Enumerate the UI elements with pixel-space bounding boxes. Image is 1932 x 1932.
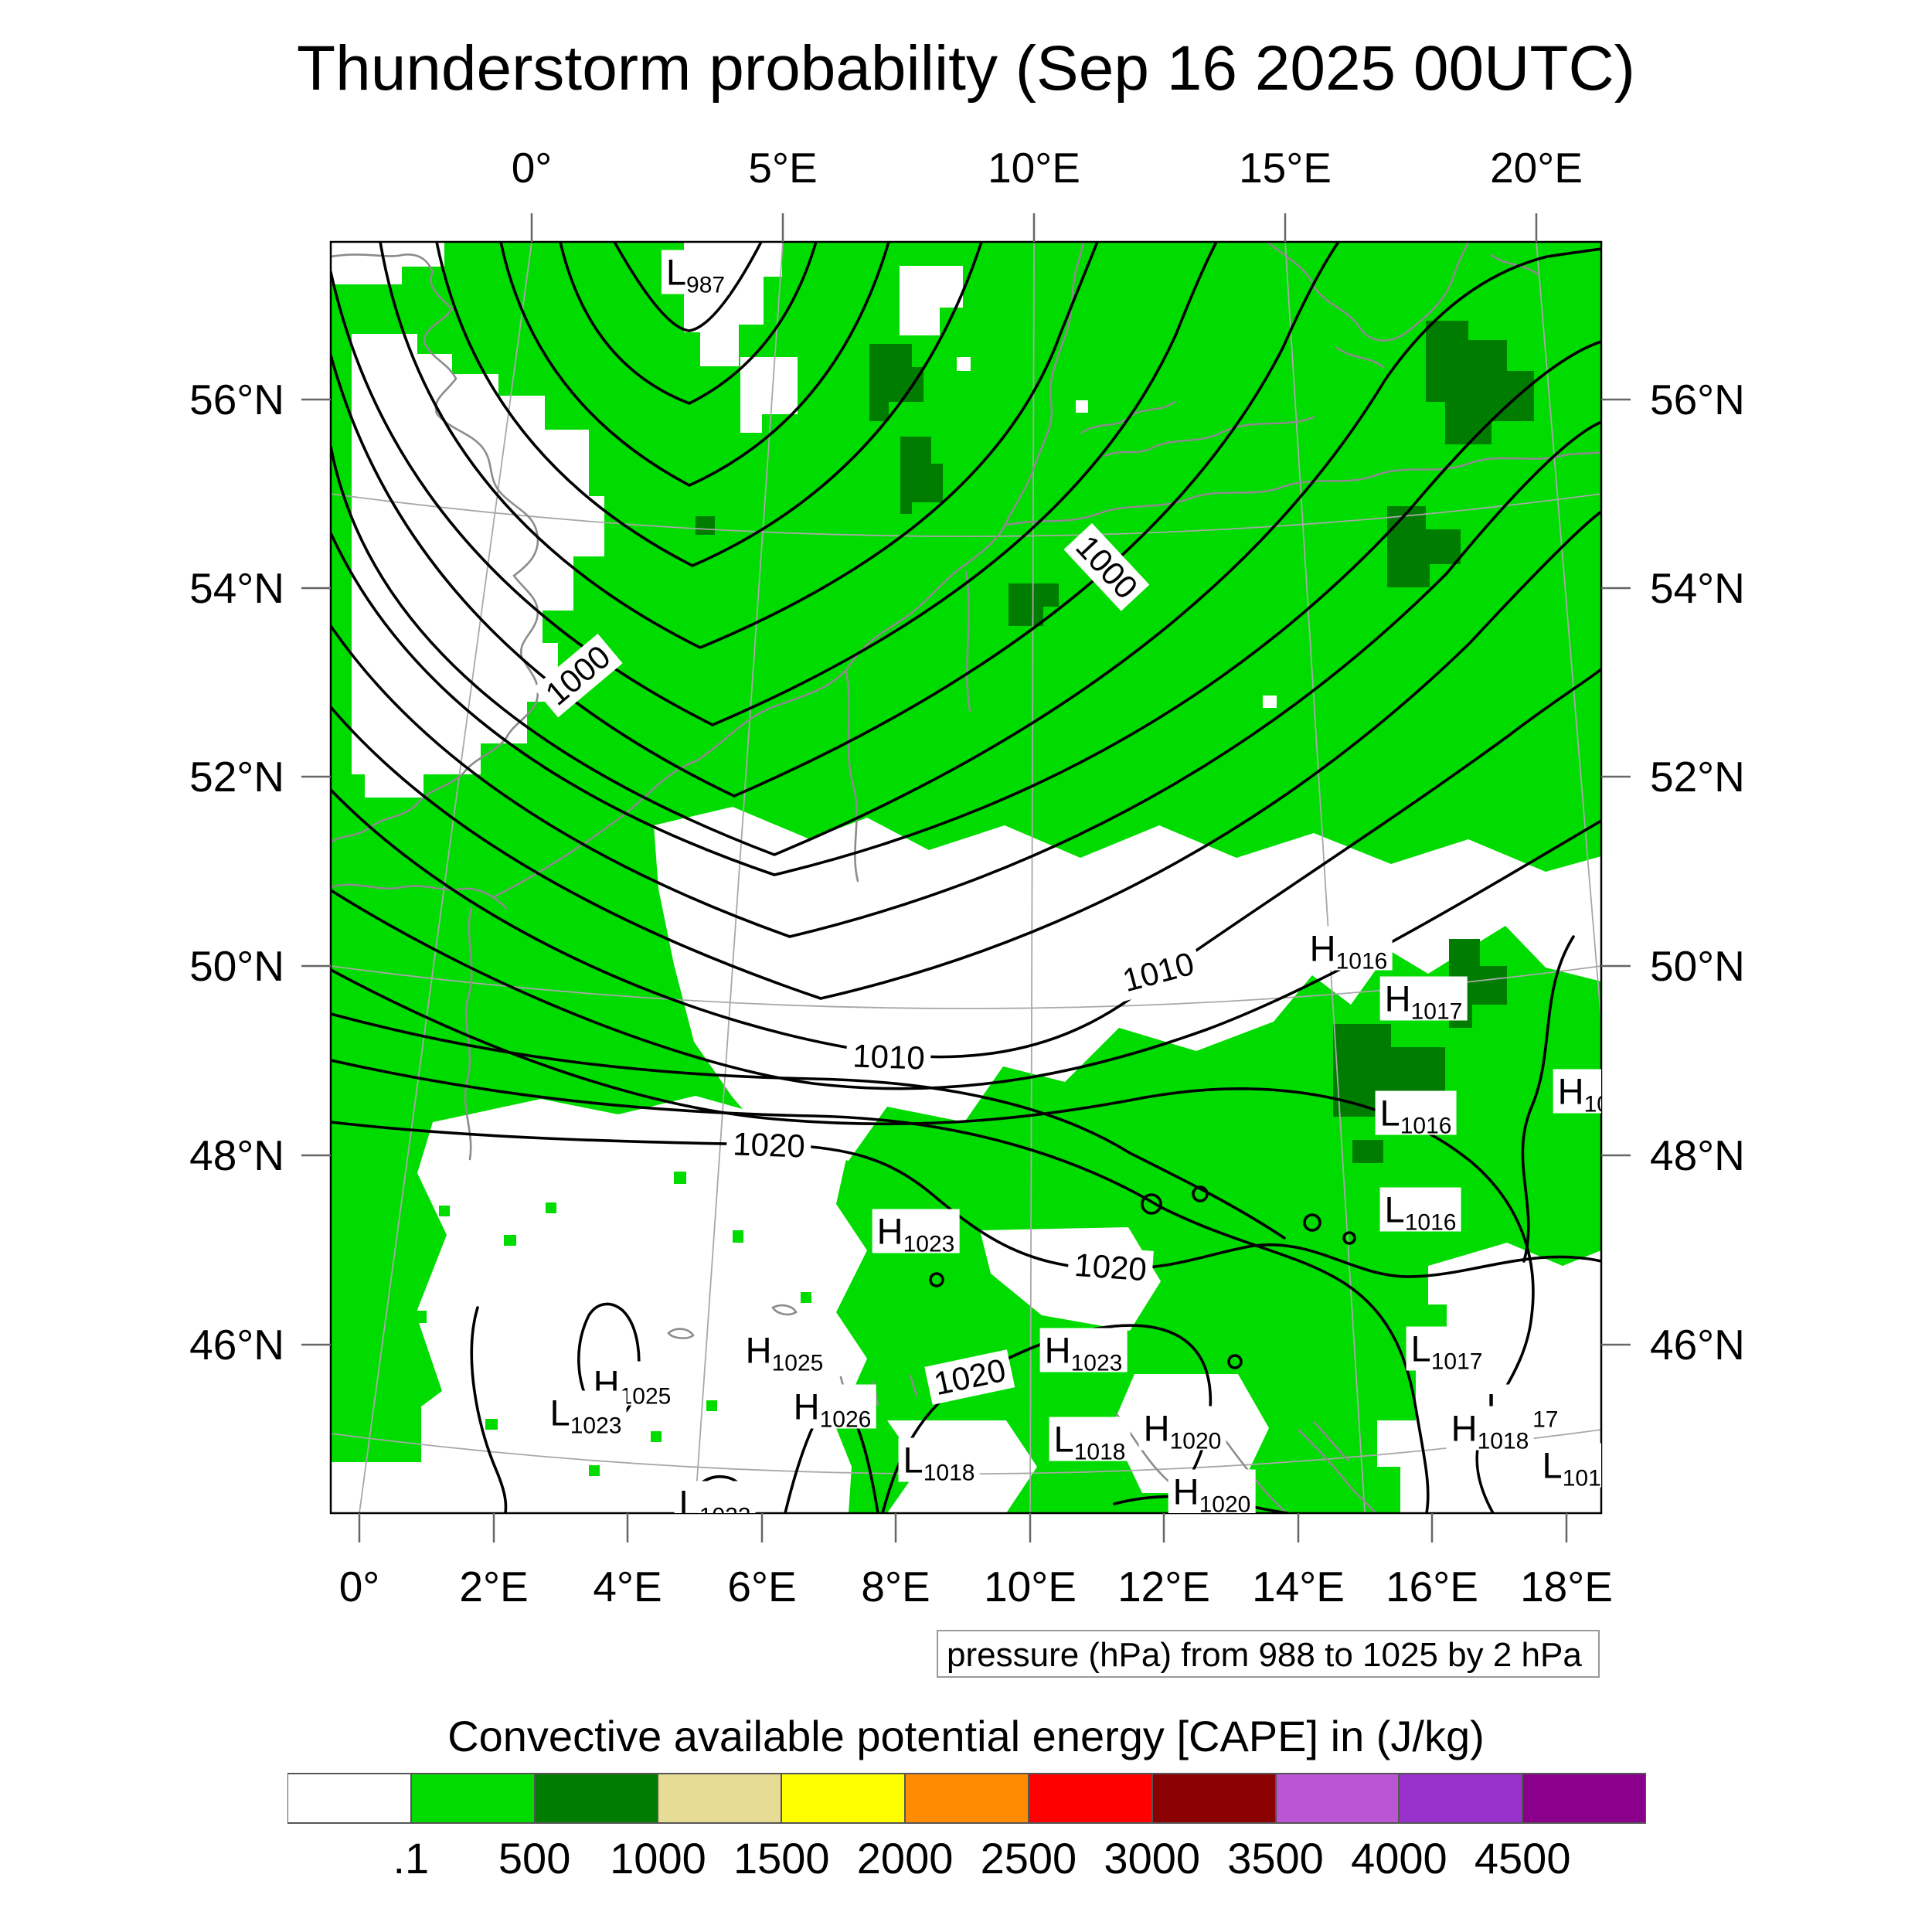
legend-color-cell: [1275, 1773, 1400, 1824]
axis-label-top: 15°E: [1239, 144, 1332, 192]
legend-tick-label: 3500: [1227, 1834, 1324, 1883]
legend-tick-label: 2500: [980, 1834, 1077, 1883]
axis-label-bottom: 6°E: [727, 1563, 797, 1611]
legend-colorbar: [287, 1773, 1646, 1824]
axis-label-bottom: 14°E: [1252, 1563, 1345, 1611]
axis-label-top: 10°E: [988, 144, 1080, 192]
map-frame: [329, 240, 1603, 1515]
axis-label-bottom: 10°E: [984, 1563, 1077, 1611]
axis-label-bottom: 18°E: [1520, 1563, 1613, 1611]
axis-label-top: 5°E: [748, 144, 818, 192]
axis-label-right: 52°N: [1650, 753, 1745, 801]
legend-color-cell: [781, 1773, 906, 1824]
cape-shading-speckles: [369, 504, 811, 1476]
axis-label-bottom: 4°E: [593, 1563, 662, 1611]
axis-label-left: 50°N: [189, 942, 284, 990]
legend-color-cell: [1399, 1773, 1523, 1824]
axis-label-left: 52°N: [189, 753, 284, 801]
legend-tick-label: 4500: [1474, 1834, 1571, 1883]
axis-label-top: 20°E: [1490, 144, 1583, 192]
pressure-range-caption: pressure (hPa) from 988 to 1025 by 2 hPa: [937, 1630, 1600, 1678]
axis-tick-marks: [301, 213, 1631, 1543]
legend-tick-label: 4000: [1351, 1834, 1447, 1883]
axis-label-right: 56°N: [1650, 376, 1745, 423]
legend-tick-label: 2000: [856, 1834, 954, 1883]
axis-label-left: 54°N: [189, 564, 284, 612]
axis-label-top: 0°: [511, 144, 553, 192]
axis-label-right: 46°N: [1650, 1321, 1745, 1369]
legend-color-cell: [1028, 1773, 1152, 1824]
legend-tick-label: 1500: [733, 1834, 830, 1883]
legend-color-cell: [534, 1773, 658, 1824]
axis-label-right: 54°N: [1650, 564, 1745, 612]
legend-tick-label: 3000: [1104, 1834, 1201, 1883]
legend-color-cell: [410, 1773, 535, 1824]
legend-color-cell: [1522, 1773, 1646, 1824]
legend-color-cell: [1151, 1773, 1276, 1824]
axis-label-left: 46°N: [189, 1321, 284, 1369]
legend-tick-label: 500: [498, 1834, 571, 1883]
graticule-lines: [331, 242, 1601, 1513]
legend-tick-label: 1000: [610, 1834, 706, 1883]
legend-color-cell: [905, 1773, 1029, 1824]
axis-label-bottom: 16°E: [1386, 1563, 1478, 1611]
legend-tick-label: .1: [393, 1834, 430, 1883]
axis-label-left: 56°N: [189, 376, 284, 423]
axis-label-bottom: 8°E: [861, 1563, 930, 1611]
legend-color-cell: [658, 1773, 782, 1824]
axis-label-bottom: 12°E: [1117, 1563, 1210, 1611]
legend-color-cell: [287, 1773, 411, 1824]
legend-title: Convective available potential energy [C…: [447, 1712, 1485, 1760]
page-title: Thunderstorm probability (Sep 16 2025 00…: [297, 33, 1635, 104]
axis-label-right: 50°N: [1650, 942, 1745, 990]
axis-label-bottom: 0°: [338, 1563, 380, 1611]
axis-label-left: 48°N: [189, 1131, 284, 1179]
axis-label-right: 48°N: [1650, 1131, 1745, 1179]
axis-label-bottom: 2°E: [459, 1563, 529, 1611]
